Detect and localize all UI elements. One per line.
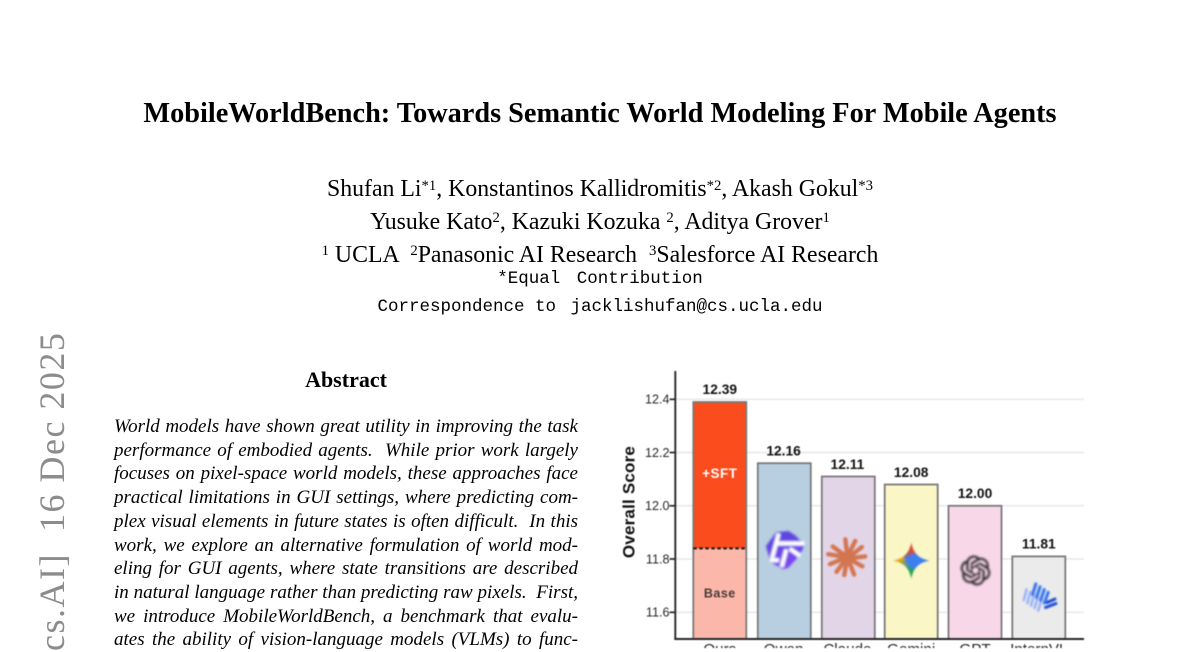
svg-text:Qwen: Qwen	[764, 641, 804, 648]
svg-text:11.81: 11.81	[1022, 537, 1056, 552]
svg-text:12.16: 12.16	[766, 444, 801, 459]
svg-text:11.8: 11.8	[646, 552, 670, 566]
svg-text:InternVL: InternVL	[1010, 641, 1067, 648]
svg-text:Overall Score: Overall Score	[619, 446, 638, 558]
svg-text:+SFT: +SFT	[702, 466, 738, 481]
svg-text:12.00: 12.00	[958, 486, 993, 501]
svg-text:11.6: 11.6	[646, 606, 670, 620]
svg-text:12.0: 12.0	[645, 499, 670, 513]
svg-text:12.4: 12.4	[645, 393, 670, 407]
svg-text:Claude: Claude	[823, 641, 871, 648]
svg-text:Base: Base	[704, 587, 736, 601]
svg-text:GPT: GPT	[959, 641, 990, 648]
svg-text:12.39: 12.39	[703, 382, 738, 397]
svg-text:Gemini: Gemini	[887, 641, 935, 648]
svg-text:12.08: 12.08	[894, 465, 929, 480]
svg-text:Ours: Ours	[703, 641, 736, 648]
svg-text:12.2: 12.2	[645, 446, 670, 460]
svg-text:12.11: 12.11	[831, 457, 865, 472]
